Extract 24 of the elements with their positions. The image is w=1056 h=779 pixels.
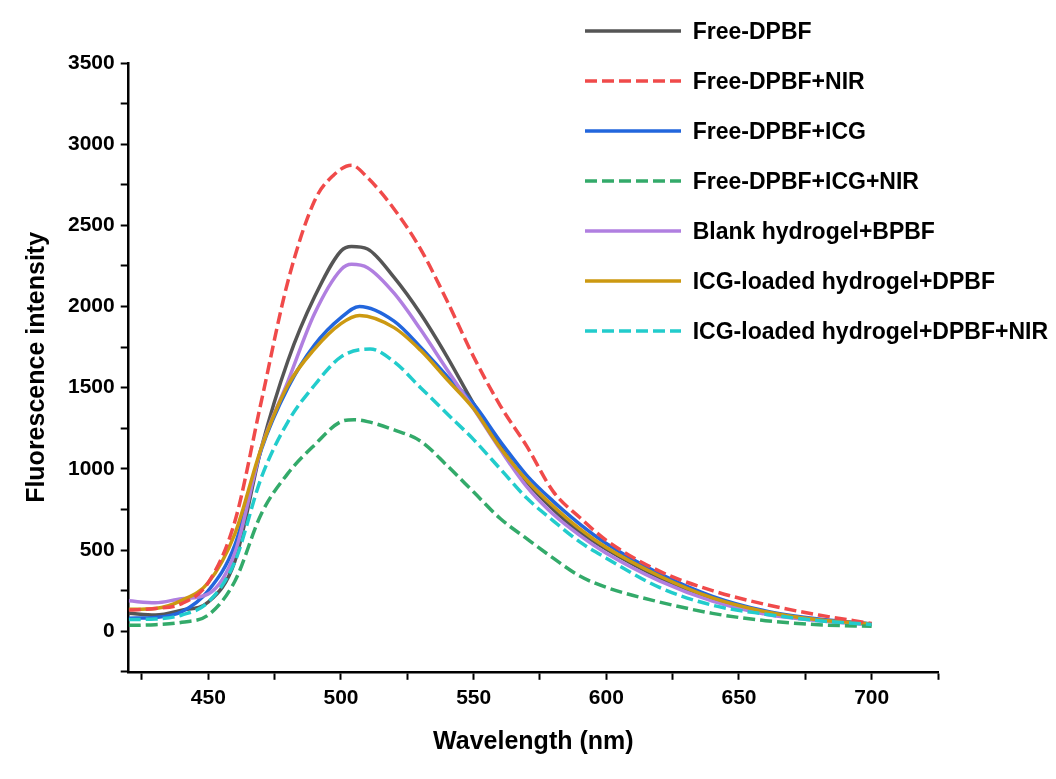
x-tick-label: 550 <box>456 685 492 709</box>
x-axis-title: Wavelength (nm) <box>433 725 634 754</box>
legend-label: ICG-loaded hydrogel+DPBF <box>692 267 995 295</box>
x-tick-label: 450 <box>190 685 226 709</box>
y-tick-label: 1000 <box>68 455 115 479</box>
x-tick-label: 600 <box>588 685 624 709</box>
y-tick-label: 2000 <box>68 293 115 317</box>
legend-label: Free-DPBF+ICG+NIR <box>692 167 919 195</box>
y-tick-label: 500 <box>79 536 115 560</box>
legend-label: Free-DPBF <box>692 17 812 45</box>
y-tick-label: 2500 <box>68 212 115 236</box>
x-tick-label: 650 <box>721 685 757 709</box>
x-tick-label: 500 <box>323 685 359 709</box>
y-tick-label: 0 <box>103 618 115 642</box>
legend-label: Free-DPBF+ICG <box>692 117 866 145</box>
y-tick-label: 3000 <box>68 130 115 154</box>
legend-label: Blank hydrogel+BPBF <box>692 217 935 245</box>
x-tick-label: 700 <box>854 685 890 709</box>
line-series <box>128 417 874 629</box>
legend-label: Free-DPBF+NIR <box>692 67 865 95</box>
legend-label: ICG-loaded hydrogel+DPBF+NIR <box>692 317 1048 345</box>
y-tick-label: 3500 <box>68 49 115 73</box>
y-tick-label: 1500 <box>68 374 115 398</box>
y-axis-title: Fluorescence intensity <box>20 231 49 503</box>
